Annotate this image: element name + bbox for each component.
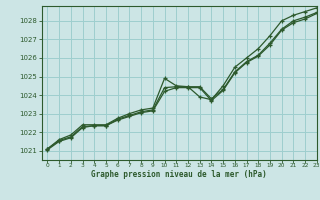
X-axis label: Graphe pression niveau de la mer (hPa): Graphe pression niveau de la mer (hPa)	[91, 170, 267, 179]
